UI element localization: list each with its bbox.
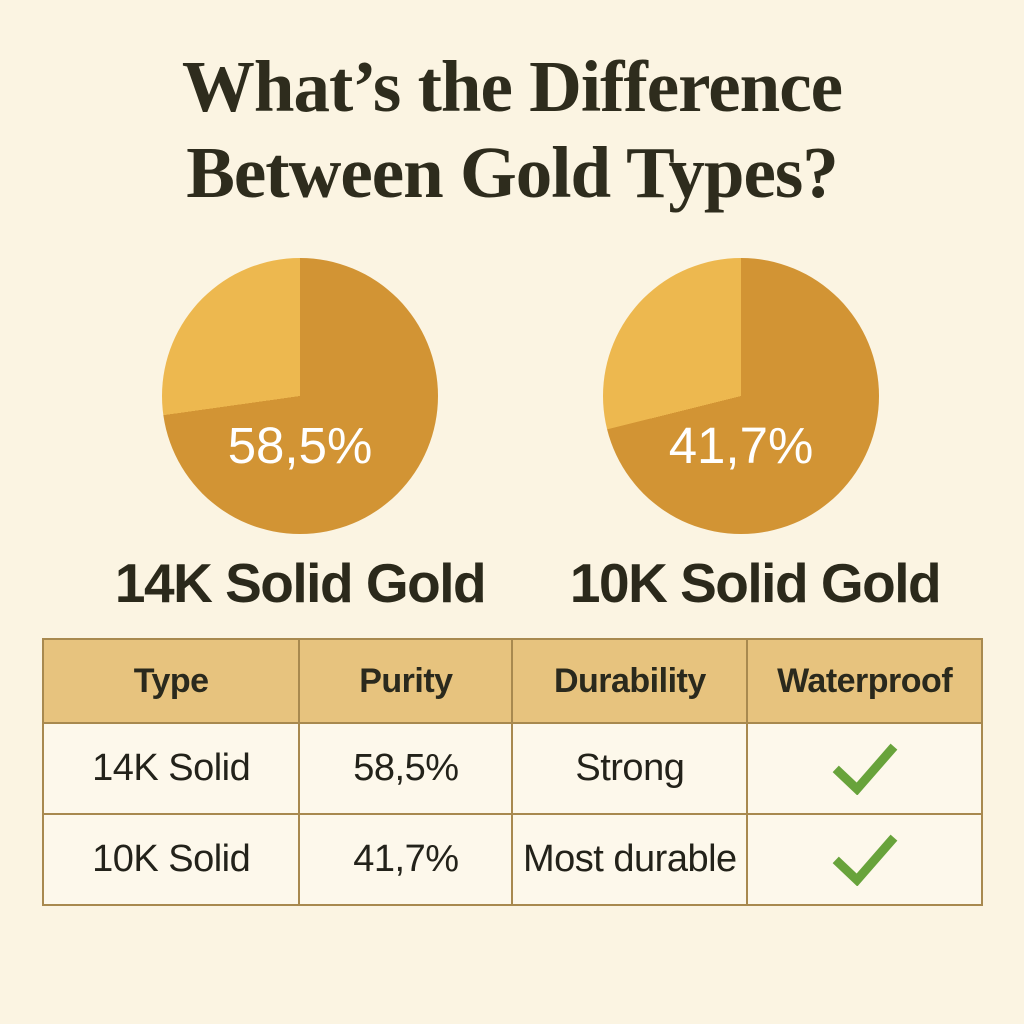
pie-caption-14k: 14K Solid Gold: [114, 552, 487, 614]
page-title-line1: What’s the Difference: [181, 46, 843, 127]
cell-waterproof-10k: [746, 813, 983, 906]
table-row: 14K Solid 58,5% Strong: [41, 722, 983, 815]
table-row: 10K Solid 41,7% Most durable: [41, 813, 983, 906]
cell-durability-14k: Strong: [511, 722, 749, 815]
cell-type-14k: 14K Solid: [41, 722, 301, 815]
cell-purity-14k: 58,5%: [298, 722, 514, 815]
pie-value-label-14k: 58,5%: [227, 417, 373, 474]
gold-comparison-table: Type Purity Durability Waterproof 14K So…: [41, 638, 983, 906]
pie-value-label-10k: 41,7%: [668, 417, 814, 474]
table-header-row: Type Purity Durability Waterproof: [41, 638, 983, 724]
cell-durability-10k: Most durable: [511, 813, 749, 906]
pie-caption-10k: 10K Solid Gold: [569, 552, 942, 614]
pie-chart-10k: 41,7%: [603, 258, 879, 534]
column-header-durability: Durability: [511, 638, 749, 724]
pie-chart-14k: 58,5%: [162, 258, 438, 534]
column-header-waterproof: Waterproof: [746, 638, 983, 724]
page-title: What’s the Difference Between Gold Types…: [0, 44, 1024, 216]
checkmark-icon: [832, 743, 897, 795]
page-title-line2: Between Gold Types?: [186, 132, 839, 214]
column-header-purity: Purity: [298, 638, 514, 724]
cell-type-10k: 10K Solid: [41, 813, 301, 906]
cell-waterproof-14k: [746, 722, 983, 815]
column-header-type: Type: [41, 638, 301, 724]
cell-purity-10k: 41,7%: [298, 813, 514, 906]
checkmark-icon: [832, 834, 897, 886]
